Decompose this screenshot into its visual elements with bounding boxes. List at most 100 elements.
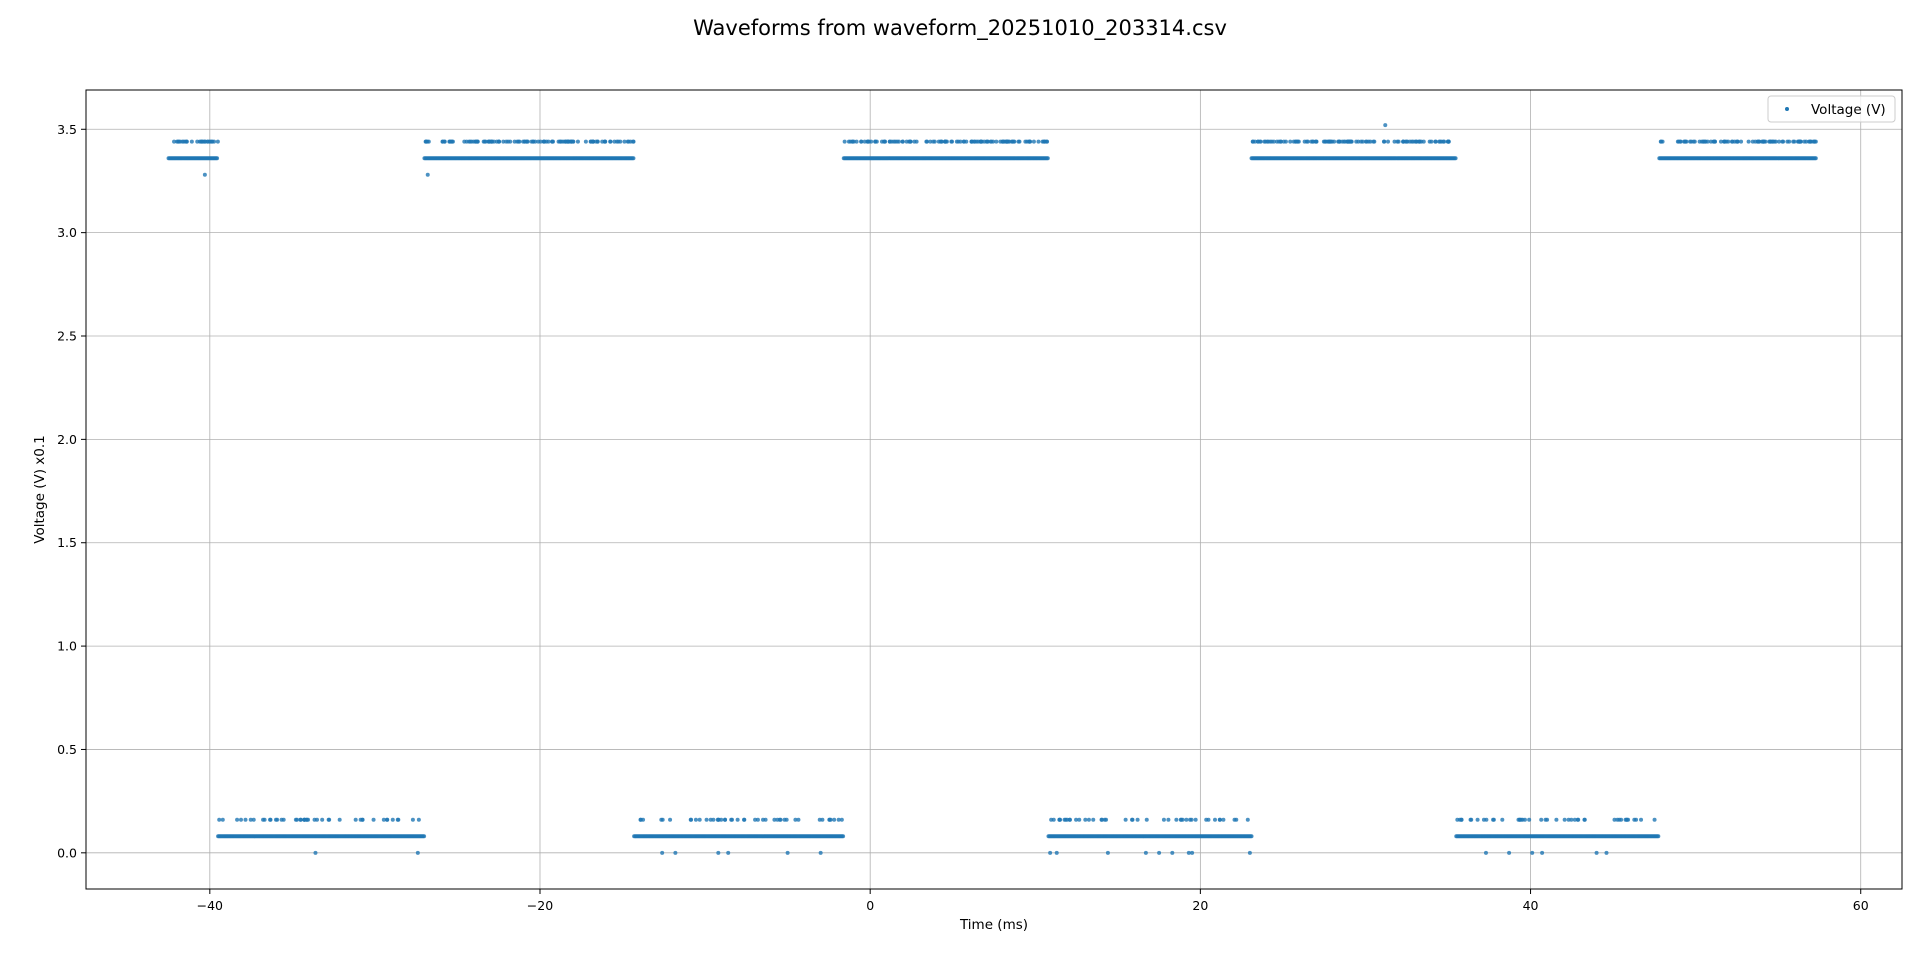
data-point bbox=[1091, 817, 1096, 822]
data-point bbox=[1288, 139, 1293, 144]
data-point bbox=[1692, 139, 1697, 144]
data-point bbox=[248, 817, 253, 822]
data-point bbox=[217, 817, 222, 822]
data-point bbox=[1027, 139, 1032, 144]
data-point bbox=[1540, 850, 1545, 855]
data-point bbox=[448, 139, 453, 144]
data-point bbox=[1813, 156, 1818, 161]
y-tick-label: 1.5 bbox=[57, 535, 77, 550]
data-point bbox=[1049, 817, 1054, 822]
data-point bbox=[832, 817, 837, 822]
data-point bbox=[215, 139, 220, 144]
data-point bbox=[994, 139, 999, 144]
data-point bbox=[1188, 817, 1193, 822]
data-point bbox=[1777, 139, 1782, 144]
data-point bbox=[693, 817, 698, 822]
data-point bbox=[1179, 817, 1184, 822]
legend-box bbox=[1767, 95, 1896, 123]
data-point bbox=[1257, 139, 1262, 144]
data-point bbox=[1612, 817, 1617, 822]
data-point bbox=[969, 139, 974, 144]
data-point bbox=[172, 139, 177, 144]
data-point bbox=[425, 172, 430, 177]
data-point bbox=[1702, 139, 1707, 144]
data-point bbox=[616, 139, 621, 144]
data-point bbox=[1682, 139, 1687, 144]
data-point bbox=[1212, 817, 1217, 822]
data-point bbox=[1054, 850, 1059, 855]
data-point bbox=[1724, 139, 1729, 144]
data-point bbox=[1000, 139, 1005, 144]
data-point bbox=[184, 139, 189, 144]
data-point bbox=[866, 139, 871, 144]
data-point bbox=[1186, 850, 1191, 855]
data-point bbox=[755, 817, 760, 822]
data-point bbox=[1221, 817, 1226, 822]
data-point bbox=[1016, 139, 1021, 144]
y-tick-label: 0.0 bbox=[57, 845, 77, 860]
data-point bbox=[486, 139, 491, 144]
data-point bbox=[205, 139, 210, 144]
data-point bbox=[882, 139, 887, 144]
data-point bbox=[594, 139, 599, 144]
data-point bbox=[928, 139, 933, 144]
data-point bbox=[1500, 817, 1505, 822]
data-point bbox=[1135, 817, 1140, 822]
data-point bbox=[1386, 139, 1391, 144]
data-point bbox=[195, 139, 200, 144]
data-point bbox=[1572, 817, 1577, 822]
data-point bbox=[1366, 139, 1371, 144]
axis-ticks: −40 −20 0 20 40 60 0.0 0.5 1.0 1.5 2.0 2.5 3.0 3.5 bbox=[57, 122, 1869, 913]
data-point bbox=[1624, 817, 1629, 822]
data-point bbox=[442, 139, 447, 144]
data-point bbox=[854, 139, 859, 144]
data-point bbox=[1469, 817, 1474, 822]
data-point bbox=[900, 139, 905, 144]
data-point bbox=[1729, 139, 1734, 144]
data-point bbox=[544, 139, 549, 144]
data-point bbox=[360, 817, 365, 822]
data-point bbox=[1656, 834, 1661, 839]
data-point bbox=[842, 139, 847, 144]
data-point bbox=[1604, 850, 1609, 855]
data-point bbox=[668, 817, 673, 822]
legend-label: Voltage (V) bbox=[1811, 102, 1886, 118]
data-point bbox=[1291, 139, 1296, 144]
data-point bbox=[602, 139, 607, 144]
data-point bbox=[566, 139, 571, 144]
data-point bbox=[932, 139, 937, 144]
x-tick-label: 0 bbox=[866, 898, 874, 913]
x-tick-label: 60 bbox=[1853, 898, 1869, 913]
data-point bbox=[1263, 139, 1268, 144]
data-point bbox=[279, 817, 284, 822]
data-point bbox=[235, 817, 240, 822]
data-point bbox=[1123, 817, 1128, 822]
data-point bbox=[1811, 139, 1816, 144]
data-point bbox=[1381, 139, 1386, 144]
data-point bbox=[1780, 139, 1785, 144]
data-point bbox=[1483, 850, 1488, 855]
data-point bbox=[462, 139, 467, 144]
data-point bbox=[381, 817, 386, 822]
data-point bbox=[1174, 817, 1179, 822]
data-point bbox=[1711, 139, 1716, 144]
data-point bbox=[337, 817, 342, 822]
data-point bbox=[1554, 817, 1559, 822]
data-point bbox=[828, 817, 833, 822]
data-point bbox=[820, 817, 825, 822]
data-point bbox=[715, 817, 720, 822]
data-point bbox=[954, 139, 959, 144]
data-point bbox=[273, 817, 278, 822]
data-point bbox=[1004, 139, 1009, 144]
data-point bbox=[202, 139, 207, 144]
data-point bbox=[1157, 850, 1162, 855]
data-point bbox=[1099, 817, 1104, 822]
data-point bbox=[176, 139, 181, 144]
data-point bbox=[730, 817, 735, 822]
data-point bbox=[1507, 850, 1512, 855]
data-point bbox=[415, 850, 420, 855]
data-point bbox=[1772, 139, 1777, 144]
data-point bbox=[1337, 139, 1342, 144]
legend: Voltage (V) bbox=[1767, 95, 1896, 123]
